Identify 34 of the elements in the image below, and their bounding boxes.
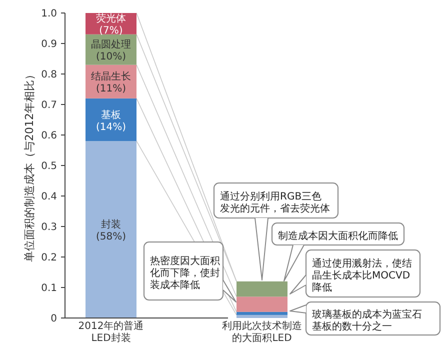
bar [236, 296, 288, 312]
x-tick-label: 2012年的普通LED封装 [78, 320, 144, 344]
data-label: (14%) [96, 122, 126, 133]
y-tick-label: 0.1 [41, 283, 57, 294]
bar [86, 98, 136, 142]
y-tick-label: 1.0 [41, 8, 57, 20]
y-tick-label: 0.8 [41, 70, 57, 80]
series-label: 基板 [101, 108, 121, 121]
series-label: 荧光体 [96, 12, 126, 25]
y-tick-label: 0.4 [41, 192, 57, 202]
y-axis-title: 单位面积的制造成本（与2012年相比） [23, 69, 36, 262]
y-tick-label: 0.7 [41, 100, 57, 111]
annotation: 通过使用溅射法，使结晶生长成本比MOCVD降低 [312, 258, 412, 294]
data-label: (58%) [96, 232, 126, 243]
annotation: 通过分别利用RGB三色发光的元件，省去荧光体 [220, 190, 330, 214]
data-label: (7%) [99, 26, 123, 37]
bar [236, 314, 288, 318]
y-tick-label: 0.6 [41, 130, 57, 142]
y-tick-label: 0.3 [41, 222, 57, 233]
series-label: 晶圆处理 [91, 38, 131, 51]
series-label: 结晶生长 [91, 70, 131, 83]
data-label: (11%) [96, 84, 126, 95]
y-tick-label: 0 [50, 314, 57, 324]
annotation: 热密度因大面积化而下降，使封装成本降低 [150, 255, 220, 291]
annotation: 玻璃基板的成本为蓝宝石基板的数十分之一 [312, 308, 422, 332]
bar [236, 312, 288, 315]
bar [86, 141, 136, 318]
y-tick-label: 0.2 [41, 252, 57, 264]
annotation: 制造成本因大面积化而降低 [278, 230, 398, 242]
y-tick-label: 0.9 [41, 39, 57, 50]
x-tick-label: 利用此次技术制造的大面积LED [222, 320, 302, 344]
data-label: (10%) [96, 52, 126, 63]
y-tick-label: 0.5 [41, 161, 57, 172]
series-label: 封装 [101, 218, 121, 231]
